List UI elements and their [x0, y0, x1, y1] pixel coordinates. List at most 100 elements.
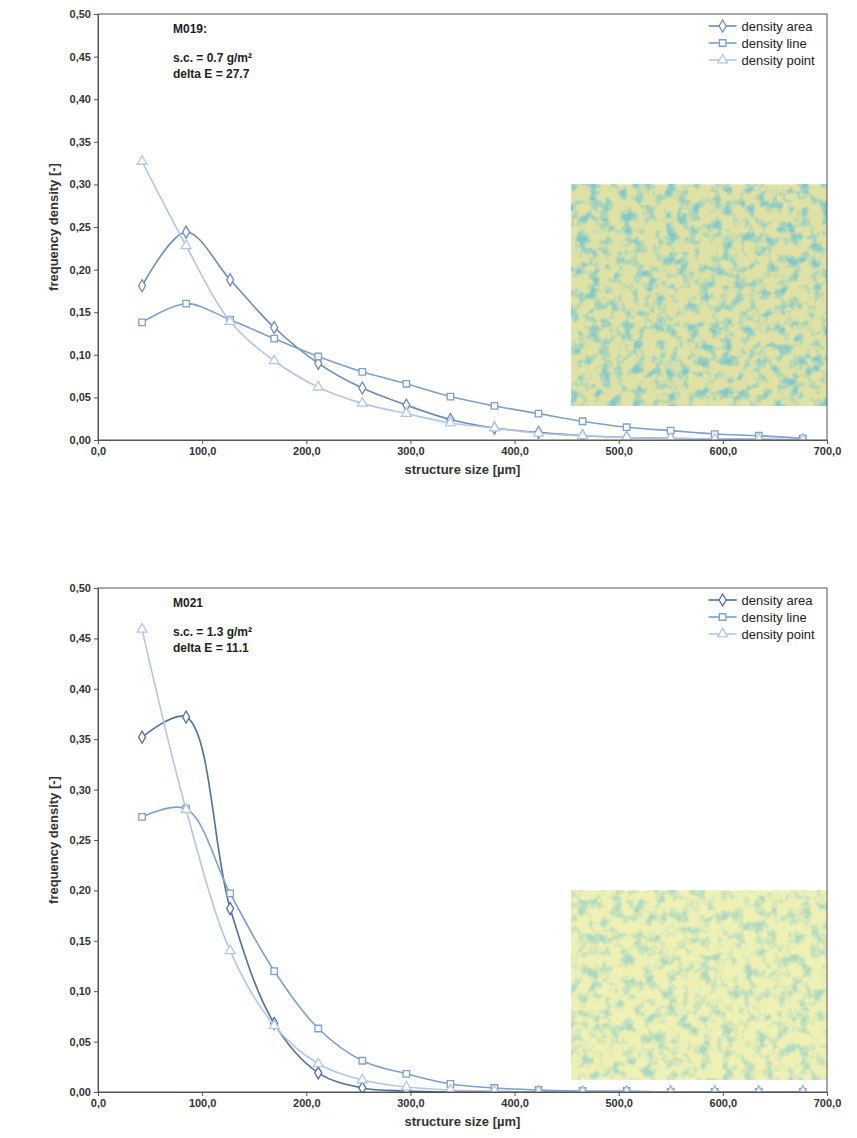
- annotation: s.c. = 0.7 g/m²: [173, 51, 252, 65]
- y-axis-title: frequency density [-]: [46, 776, 61, 904]
- x-tick: 400,0: [501, 1092, 529, 1109]
- marker: [315, 1067, 322, 1079]
- legend-label: density point: [742, 53, 815, 68]
- x-axis-title: structure size [µm]: [405, 462, 521, 477]
- marker: [137, 156, 147, 165]
- y-tick-label: 0,45: [70, 632, 91, 644]
- y-tick-label: 0,35: [70, 733, 91, 745]
- x-tick-label: 100,0: [189, 1097, 217, 1109]
- marker: [227, 890, 233, 896]
- marker: [578, 430, 588, 439]
- y-tick: 0,45: [70, 51, 98, 63]
- y-tick-mark: [94, 739, 98, 740]
- legend: density area density line density point: [709, 19, 815, 68]
- marker: [359, 369, 365, 375]
- marker: [666, 1086, 676, 1092]
- y-tick-label: 0,15: [70, 935, 91, 947]
- y-tick: 0,05: [70, 1036, 98, 1048]
- y-tick-mark: [94, 1042, 98, 1043]
- y-tick-mark: [94, 440, 98, 441]
- marker: [535, 410, 541, 416]
- inset-photo: [571, 184, 827, 406]
- annotation: M019:: [173, 22, 207, 36]
- inset-photo: [571, 890, 827, 1080]
- y-tick: 0,50: [70, 8, 98, 20]
- marker: [271, 968, 277, 974]
- y-tick: 0,25: [70, 221, 98, 233]
- x-tick: 100,0: [189, 440, 217, 457]
- marker: [666, 433, 676, 440]
- y-tick: 0,20: [70, 884, 98, 896]
- legend-swatch-marker: [719, 20, 726, 32]
- legend: density area density line density point: [709, 593, 815, 642]
- marker: [754, 433, 764, 440]
- y-tick: 0,50: [70, 582, 98, 594]
- x-axis: 0,0100,0200,0300,0400,0500,0600,0700,0: [91, 440, 841, 457]
- x-tick: 600,0: [710, 1092, 738, 1109]
- marker: [401, 408, 411, 417]
- y-tick-label: 0,45: [70, 51, 91, 63]
- x-tick-mark: [98, 1092, 99, 1096]
- marker: [491, 403, 497, 409]
- marker: [403, 381, 409, 387]
- y-tick-mark: [94, 588, 98, 589]
- series-markers: [139, 711, 807, 1092]
- legend-swatch-marker: [718, 54, 728, 63]
- x-tick-label: 400,0: [501, 445, 529, 457]
- series-markers: [137, 156, 808, 440]
- legend-label: density area: [742, 593, 814, 608]
- y-tick-mark: [94, 227, 98, 228]
- marker: [710, 1086, 720, 1092]
- y-tick-label: 0,10: [70, 985, 91, 997]
- y-tick-label: 0,05: [70, 391, 91, 403]
- y-tick: 0,15: [70, 935, 98, 947]
- y-axis-line: [98, 15, 99, 441]
- marker: [754, 1086, 764, 1092]
- x-tick-mark: [827, 440, 828, 444]
- y-axis: 0,000,050,100,150,200,250,300,350,400,45…: [70, 8, 99, 446]
- marker: [183, 300, 189, 306]
- marker: [534, 427, 544, 436]
- y-tick: 0,00: [70, 434, 98, 446]
- series-markers: [139, 226, 807, 440]
- x-tick-mark: [202, 440, 203, 444]
- x-tick-label: 0,0: [91, 1097, 106, 1109]
- marker: [181, 804, 191, 813]
- x-tick-mark: [306, 1092, 307, 1096]
- marker: [359, 1082, 366, 1092]
- x-tick: 200,0: [293, 440, 321, 457]
- y-tick: 0,25: [70, 834, 98, 846]
- legend-item: density area: [709, 19, 814, 34]
- x-tick: 600,0: [710, 440, 738, 457]
- marker: [490, 422, 500, 431]
- x-tick-mark: [827, 1092, 828, 1096]
- x-tick-label: 500,0: [605, 445, 633, 457]
- y-tick-mark: [94, 840, 98, 841]
- marker: [313, 1058, 323, 1067]
- annotation: delta E = 11.1: [173, 641, 249, 655]
- x-axis: 0,0100,0200,0300,0400,0500,0600,0700,0: [91, 1092, 841, 1109]
- marker: [623, 424, 629, 430]
- x-tick-label: 100,0: [189, 445, 217, 457]
- series-line: [142, 232, 803, 440]
- x-tick-mark: [515, 1092, 516, 1096]
- y-tick: 0,20: [70, 264, 98, 276]
- marker: [139, 280, 146, 292]
- y-tick-mark: [94, 397, 98, 398]
- legend-label: density line: [742, 610, 807, 625]
- marker: [710, 433, 720, 440]
- series-markers: [137, 624, 808, 1092]
- y-tick: 0,00: [70, 1086, 98, 1098]
- legend-label: density point: [742, 627, 815, 642]
- x-tick-label: 0,0: [91, 445, 106, 457]
- y-tick: 0,15: [70, 306, 98, 318]
- marker: [137, 624, 147, 633]
- y-tick-label: 0,25: [70, 834, 91, 846]
- legend-swatch-marker: [718, 628, 728, 637]
- marker: [139, 814, 145, 820]
- marker: [447, 393, 453, 399]
- y-tick: 0,30: [70, 784, 98, 796]
- x-tick-label: 600,0: [710, 1097, 738, 1109]
- y-tick-label: 0,00: [70, 1086, 91, 1098]
- legend-item: density line: [709, 36, 807, 51]
